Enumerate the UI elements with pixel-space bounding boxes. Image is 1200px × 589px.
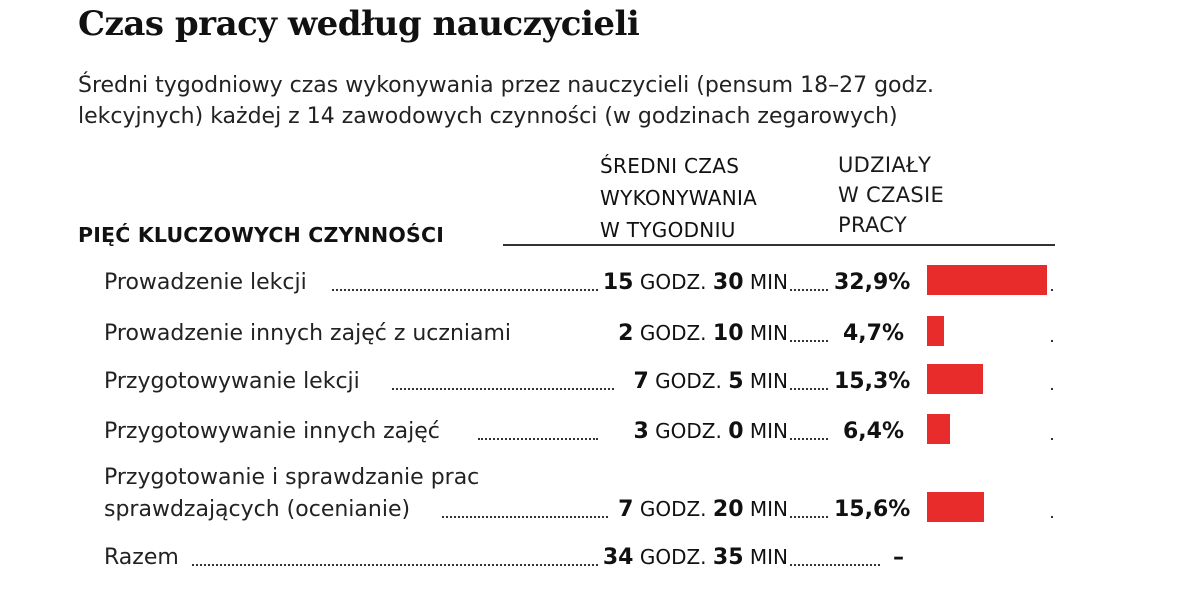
leader-dots	[790, 340, 828, 342]
hours-value: 34	[602, 545, 634, 570]
percent-sign: %	[881, 321, 904, 346]
leader-dots	[442, 516, 608, 518]
leader-dots	[392, 388, 614, 390]
hours-value: 7	[618, 497, 634, 522]
total-row: Razem 34 GODZ. 35 MIN –	[0, 534, 1200, 574]
share-bar	[927, 414, 950, 444]
leader-dots	[790, 564, 880, 566]
average-time: 34 GODZ. 35 MIN	[603, 541, 788, 574]
leader-dot-end	[1051, 516, 1053, 518]
hours-unit: GODZ.	[655, 369, 722, 393]
share-value: 32,9%	[834, 266, 910, 299]
hours-unit: GODZ.	[639, 321, 707, 345]
minutes-value: 10	[712, 321, 744, 346]
hours-unit: GODZ.	[639, 497, 707, 521]
column-header-share-line: W CZASIE	[838, 183, 945, 207]
share-value: 4,7%	[834, 317, 904, 350]
average-time: 3 GODZ. 0 MIN	[633, 415, 788, 448]
average-time: 2 GODZ. 10 MIN	[618, 317, 788, 350]
share-bar	[927, 265, 1047, 295]
share-value: 6,4%	[834, 415, 904, 448]
activity-row: Prowadzenie innych zajęć z uczniami 2 GOD…	[0, 310, 1200, 350]
minutes-unit: MIN	[749, 497, 788, 521]
column-header-share-line: PRACY	[838, 213, 908, 237]
activity-label: Przygotowanie i sprawdzanie prac sprawdz…	[104, 465, 480, 522]
hours-value: 3	[633, 419, 649, 444]
column-header-time-line: ŚREDNI CZAS	[600, 154, 740, 178]
leader-dots	[478, 438, 598, 440]
activity-label: Przygotowywanie lekcji	[104, 369, 360, 394]
minutes-unit: MIN	[749, 321, 788, 345]
activity-row: Przygotowywanie lekcji 7 GODZ. 5 MIN 15,3%	[0, 358, 1200, 398]
minutes-value: 20	[712, 497, 744, 522]
chart-subtitle: Średni tygodniowy czas wykonywania przez…	[78, 73, 935, 129]
hours-value: 7	[633, 369, 649, 394]
activity-label: Prowadzenie lekcji	[104, 270, 307, 295]
leader-dot-end	[1051, 438, 1053, 440]
leader-dots	[790, 516, 828, 518]
header-rule	[503, 244, 1055, 246]
leader-dot-end	[1051, 289, 1053, 291]
leader-dot-end	[1051, 388, 1053, 390]
column-header-time-line: W TYGODNIU	[600, 218, 736, 242]
leader-dots	[790, 438, 828, 440]
hours-unit: GODZ.	[639, 270, 707, 294]
share-number: 15,6	[834, 497, 889, 522]
activity-label: Razem	[104, 545, 179, 570]
hours-value: 15	[602, 270, 634, 295]
hours-unit: GODZ.	[639, 545, 707, 569]
leader-dots	[192, 564, 598, 566]
minutes-unit: MIN	[749, 270, 788, 294]
leader-dot-end	[1051, 340, 1053, 342]
share-bar	[927, 364, 983, 394]
column-header-time-line: WYKONYWANIA	[600, 186, 758, 210]
share-bar	[927, 492, 984, 522]
activity-label: Prowadzenie innych zajęć z uczniami	[104, 321, 512, 346]
minutes-value: 30	[712, 270, 744, 295]
activity-row: Prowadzenie lekcji 15 GODZ. 30 MIN 32,9%	[0, 259, 1200, 299]
section-heading: PIĘĆ KLUCZOWYCH CZYNNOŚCI	[78, 223, 445, 247]
share-value: –	[834, 541, 904, 574]
share-value: 15,6%	[834, 493, 910, 526]
column-header-share: UDZIAŁY W CZASIE PRACY	[838, 150, 1038, 240]
share-bar	[927, 316, 944, 346]
share-number: 32,9	[834, 270, 889, 295]
percent-sign: %	[888, 497, 911, 522]
average-time: 15 GODZ. 30 MIN	[603, 266, 788, 299]
minutes-unit: MIN	[749, 369, 788, 393]
percent-sign: %	[888, 369, 911, 394]
share-number: 4,7	[842, 321, 882, 346]
activity-row: Przygotowywanie innych zajęć 3 GODZ. 0 MI…	[0, 408, 1200, 448]
hours-unit: GODZ.	[655, 419, 722, 443]
activity-label: Przygotowywanie innych zajęć	[104, 419, 440, 444]
chart-title: Czas pracy według nauczycieli	[78, 4, 640, 44]
leader-dots	[332, 289, 598, 291]
share-value: 15,3%	[834, 365, 910, 398]
hours-value: 2	[618, 321, 634, 346]
minutes-value: 35	[712, 545, 744, 570]
share-number: 6,4	[842, 419, 882, 444]
share-number: 15,3	[834, 369, 889, 394]
average-time: 7 GODZ. 5 MIN	[633, 365, 788, 398]
percent-sign: %	[881, 419, 904, 444]
column-header-time: ŚREDNI CZAS WYKONYWANIA W TYGODNIU	[600, 150, 830, 589]
share-number: –	[893, 545, 904, 570]
average-time: 7 GODZ. 20 MIN	[618, 493, 788, 526]
percent-sign: %	[888, 270, 911, 295]
leader-dots	[790, 388, 828, 390]
leader-dots	[790, 289, 828, 291]
minutes-unit: MIN	[749, 545, 788, 569]
minutes-value: 0	[728, 419, 744, 444]
activity-row: Przygotowanie i sprawdzanie prac sprawdz…	[0, 465, 1200, 526]
minutes-unit: MIN	[749, 419, 788, 443]
minutes-value: 5	[728, 369, 744, 394]
column-header-share-line: UDZIAŁY	[838, 153, 932, 177]
